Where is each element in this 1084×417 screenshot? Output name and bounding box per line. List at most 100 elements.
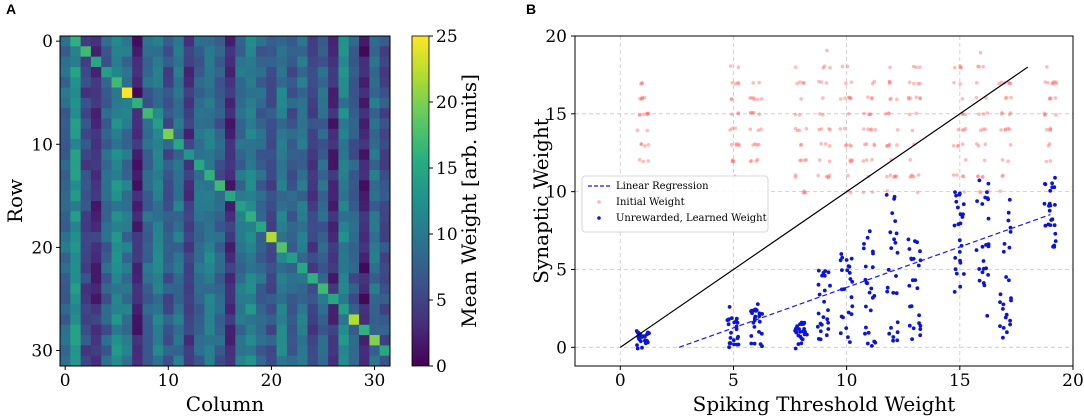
initial-weight-point (642, 112, 646, 116)
learned-weight-point (891, 290, 896, 295)
heatmap-cell (338, 118, 350, 130)
heatmap-cell (121, 149, 133, 161)
heatmap-cell (369, 139, 381, 150)
learned-weight-point (957, 250, 962, 254)
learned-weight-point (816, 282, 821, 287)
heatmap-cell (338, 66, 350, 78)
heatmap-cell (245, 304, 257, 315)
heatmap-cell (369, 231, 381, 243)
heatmap-cell (359, 335, 370, 346)
heatmap-cell (101, 118, 112, 130)
initial-weight-point (729, 64, 733, 68)
heatmap-cell (214, 242, 226, 253)
learned-weight-point (891, 335, 896, 339)
heatmap-cell (163, 87, 174, 99)
heatmap-cell (214, 335, 226, 346)
learned-weight-point (752, 325, 757, 329)
learned-weight-point (826, 320, 830, 325)
heatmap-cell (80, 170, 92, 181)
heatmap-cell (245, 262, 257, 274)
heatmap-cell (60, 190, 71, 202)
heatmap-cell (163, 190, 174, 202)
heatmap-cell (132, 87, 143, 99)
learned-weight-point (840, 255, 845, 260)
heatmap-cell (255, 170, 267, 181)
initial-weight-point (845, 64, 850, 69)
heatmap-cell (111, 324, 123, 336)
heatmap-cell (245, 314, 257, 326)
heatmap-cell (297, 87, 308, 99)
heatmap-cell (276, 262, 288, 274)
heatmap-cell (194, 252, 205, 264)
heatmap-cell (80, 283, 92, 295)
learned-weight-point (1005, 330, 1009, 335)
heatmap-cell (204, 221, 216, 233)
heatmap-cell (194, 221, 205, 233)
heatmap-cell (359, 190, 370, 202)
heatmap-cell (307, 221, 319, 233)
heatmap-cell (101, 211, 112, 223)
initial-weight-point (736, 65, 741, 70)
heatmap-cell (266, 97, 277, 109)
heatmap-cell (60, 231, 71, 243)
initial-weight-point (751, 81, 755, 85)
learned-weight-point (952, 290, 957, 294)
heatmap-cell (101, 108, 112, 119)
heatmap-cell (225, 335, 236, 346)
initial-weight-point (640, 96, 645, 100)
heatmap-cell (111, 190, 123, 202)
heatmap-cell (245, 345, 257, 357)
initial-weight-point (960, 142, 965, 146)
heatmap-cell (317, 66, 329, 78)
scatter-x-tick-label: 5 (728, 371, 739, 391)
heatmap-cell (359, 221, 370, 233)
initial-weight-point (646, 111, 650, 116)
learned-weight-point (1043, 182, 1047, 186)
initial-weight-point (978, 189, 982, 194)
initial-weight-point (635, 128, 640, 132)
heatmap-cell (317, 201, 329, 212)
heatmap-cell (359, 304, 370, 315)
heatmap-cell (307, 293, 319, 305)
learned-weight-point (977, 178, 982, 183)
learned-weight-point (757, 319, 762, 324)
initial-weight-point (981, 127, 985, 132)
heatmap-cell (328, 345, 339, 357)
learned-weight-point (1004, 275, 1008, 279)
initial-weight-point (960, 174, 965, 178)
learned-weight-point (865, 341, 870, 346)
heatmap-cell (111, 77, 123, 88)
heatmap-cell (132, 355, 143, 367)
initial-weight-point (999, 128, 1003, 132)
learned-weight-point (1052, 243, 1057, 248)
heatmap-cell (204, 293, 216, 305)
heatmap-cell (235, 159, 247, 171)
heatmap-cell (111, 283, 123, 295)
initial-weight-point (906, 95, 911, 100)
heatmap-cell (245, 190, 257, 202)
heatmap-cell (132, 201, 143, 212)
learned-weight-point (953, 190, 957, 195)
heatmap-cell (173, 252, 185, 264)
heatmap-cell (101, 159, 112, 171)
heatmap-cell (194, 314, 205, 326)
initial-weight-point (752, 97, 757, 102)
heatmap-cell (204, 87, 216, 99)
heatmap-cell (328, 118, 339, 130)
heatmap-cell (297, 108, 308, 119)
heatmap-cell (317, 262, 329, 274)
heatmap-cell (163, 273, 174, 284)
heatmap-cell (255, 283, 267, 295)
heatmap-cell (163, 314, 174, 326)
heatmap-cell (328, 139, 339, 150)
heatmap-cell (142, 36, 154, 47)
heatmap-cell (255, 231, 267, 243)
initial-weight-point (816, 173, 820, 178)
learned-weight-point (1047, 208, 1052, 213)
heatmap-cell (90, 201, 102, 212)
heatmap-cell (297, 149, 308, 161)
initial-weight-point (748, 127, 753, 132)
heatmap-cell (214, 211, 226, 223)
heatmap-cell (338, 139, 350, 150)
